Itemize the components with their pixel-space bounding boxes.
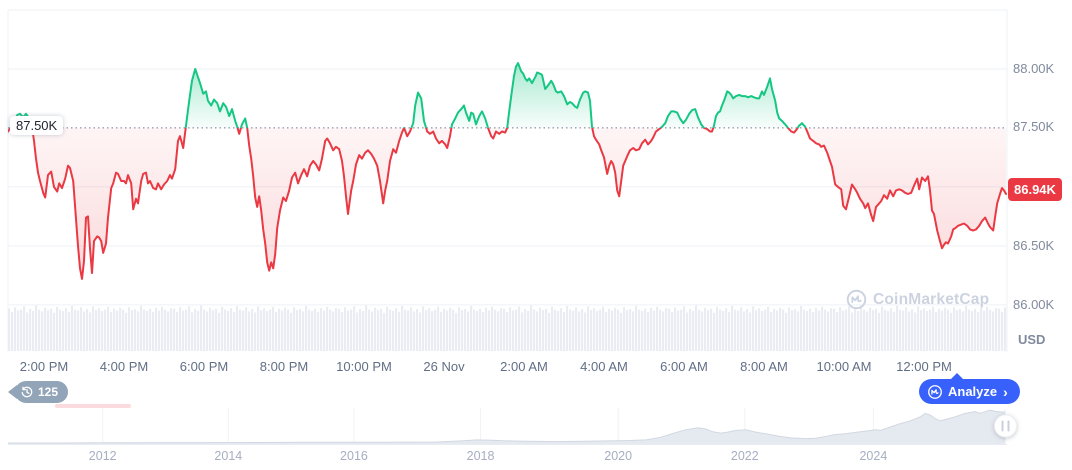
- volume-bars: [8, 305, 1007, 351]
- history-minichart[interactable]: [8, 408, 1017, 445]
- price-area-above: [8, 63, 1006, 128]
- minichart-highlight: [55, 404, 131, 408]
- history-year-axis: 2012 2014 2016 2018 2020 2022 2024: [0, 449, 1072, 465]
- history-line: [8, 409, 1006, 444]
- time-axis-label: 6:00 PM: [179, 359, 229, 374]
- analyze-label: Analyze: [948, 384, 998, 399]
- year-axis-label: 2024: [859, 449, 888, 463]
- chevron-right-icon: ›: [1003, 383, 1008, 400]
- year-axis-label: 2014: [214, 449, 243, 463]
- time-axis: 2:00 PM 4:00 PM 6:00 PM 8:00 PM 10:00 PM 26 N…: [0, 359, 1072, 375]
- history-area: [8, 410, 1005, 444]
- y-axis-label: 86.50K: [1013, 237, 1055, 253]
- y-axis-label: 86.00K: [1013, 296, 1055, 312]
- time-axis-label: 8:00 PM: [259, 359, 309, 374]
- clock-history-icon: [20, 385, 34, 399]
- analyze-button[interactable]: Analyze ›: [919, 373, 1020, 404]
- time-axis-label: 4:00 PM: [99, 359, 149, 374]
- baseline-price-chip: 87.50K: [10, 116, 64, 135]
- y-axis-label: 88.00K: [1013, 60, 1055, 76]
- price-line-down: [8, 127, 1007, 280]
- year-axis-label: 2016: [340, 449, 368, 463]
- history-count-badge[interactable]: 125: [15, 381, 69, 403]
- coinmarketcap-logo-icon: [927, 384, 943, 400]
- time-axis-label: 4:00 AM: [580, 359, 628, 374]
- year-axis-label: 2018: [466, 449, 495, 463]
- time-axis-label: 2:00 AM: [500, 359, 548, 374]
- time-axis-label: 8:00 AM: [740, 359, 788, 374]
- price-area-below: [8, 127, 1006, 279]
- time-axis-label: 26 Nov: [423, 359, 465, 374]
- range-handle[interactable]: [994, 414, 1017, 438]
- time-axis-label: 2:00 PM: [19, 359, 69, 374]
- time-axis-label: 12:00 PM: [896, 359, 952, 374]
- price-line-up: [9, 62, 807, 128]
- watermark: CoinMarketCap: [846, 289, 989, 310]
- currency-label: USD: [1018, 332, 1046, 347]
- history-count: 125: [38, 385, 59, 399]
- watermark-text: CoinMarketCap: [873, 290, 990, 308]
- grid-lines: [7, 9, 1008, 352]
- year-axis-label: 2020: [604, 449, 633, 463]
- time-axis-label: 10:00 PM: [336, 359, 392, 374]
- year-axis-label: 2022: [730, 449, 759, 463]
- baseline-axis-label: 87.50K: [1013, 119, 1055, 134]
- year-axis-label: 2012: [88, 449, 117, 463]
- time-axis-label: 10:00 AM: [816, 359, 872, 374]
- current-price-badge: 86.94K: [1008, 178, 1062, 201]
- coinmarketcap-logo-icon: [846, 289, 867, 310]
- time-axis-label: 6:00 AM: [660, 359, 708, 374]
